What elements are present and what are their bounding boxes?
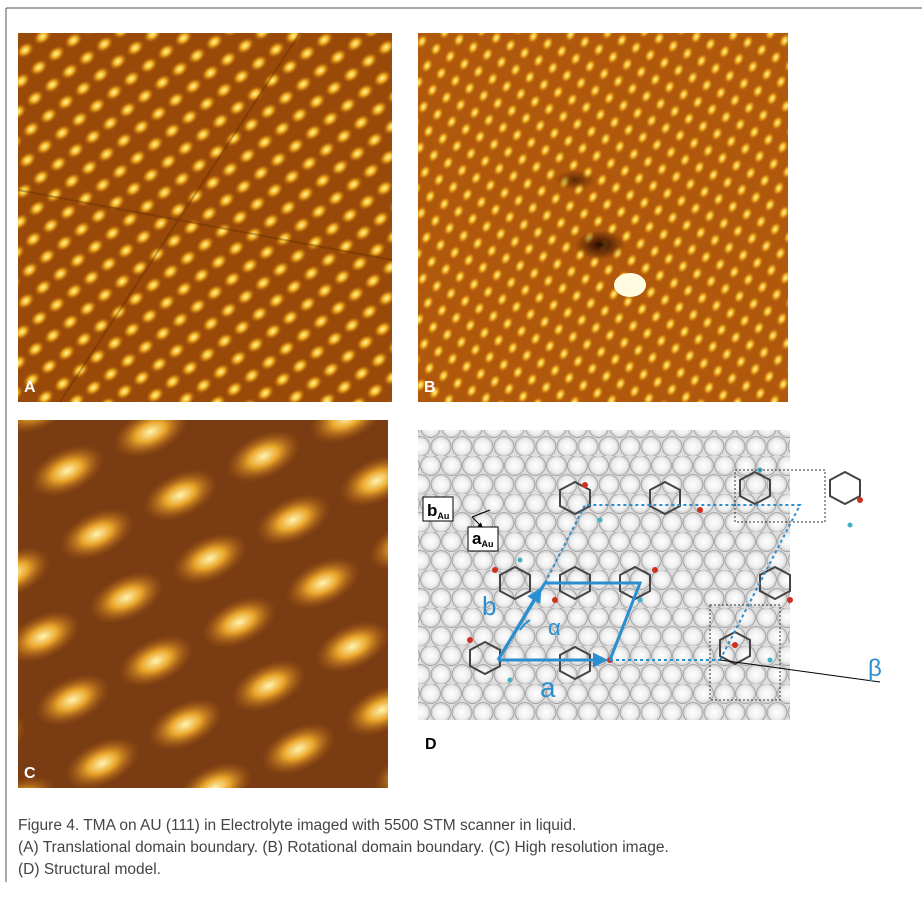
panel-d: bAu aAu b a α β D: [418, 430, 882, 753]
angle-alpha: α: [548, 615, 561, 640]
panel-b: B: [418, 33, 788, 402]
angle-beta: β: [868, 655, 882, 682]
defect: [575, 230, 625, 260]
stm-image: [418, 33, 788, 402]
panel-c: C: [18, 420, 388, 788]
label-main: b: [427, 501, 437, 520]
vector-a: a: [540, 672, 556, 703]
panel-label: B: [424, 379, 436, 396]
label-sub: Au: [481, 539, 493, 549]
caption: Figure 4. TMA on AU (111) in Electrolyte…: [18, 817, 669, 878]
panel-a: A: [18, 33, 392, 402]
page: A B C bAu aAu b a α β D Figure 4. TMA on…: [0, 0, 922, 898]
panel-label: A: [24, 379, 36, 396]
panel-label: D: [425, 736, 437, 753]
label-sub: Au: [437, 511, 449, 521]
vector-b: b: [482, 591, 496, 621]
caption-line: (A) Translational domain boundary. (B) R…: [18, 839, 669, 856]
stm-image: [18, 33, 392, 402]
adsorbate: [614, 273, 646, 297]
caption-line: Figure 4. TMA on AU (111) in Electrolyte…: [18, 817, 576, 834]
lattice: [418, 430, 790, 720]
caption-line: (D) Structural model.: [18, 861, 161, 878]
defect: [555, 170, 595, 190]
stm-image: [18, 420, 388, 788]
panel-label: C: [24, 765, 36, 782]
